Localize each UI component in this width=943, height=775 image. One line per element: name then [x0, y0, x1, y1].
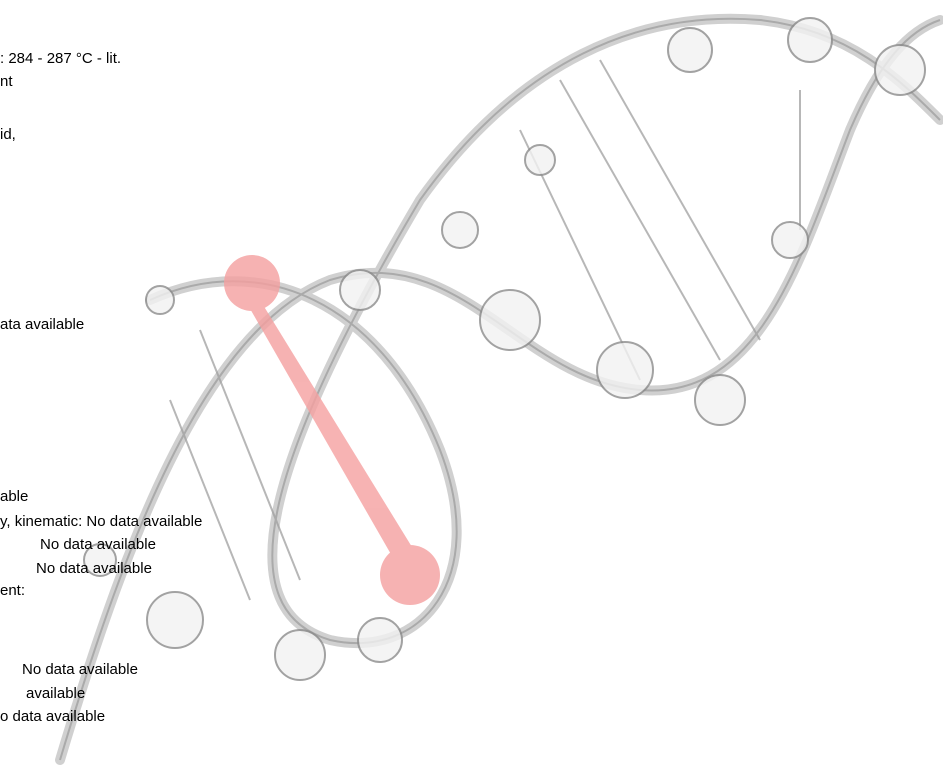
- text-line: id,: [0, 126, 16, 144]
- text-line: available: [26, 685, 85, 703]
- text-line: : 284 - 287 °C - lit.: [0, 50, 121, 68]
- text-line: No data available: [40, 536, 156, 554]
- text-line: No data available: [36, 560, 152, 578]
- text-line: able: [0, 488, 28, 506]
- text-line: ent:: [0, 582, 25, 600]
- page: : 284 - 287 °C - lit. nt id, ata availab…: [0, 0, 943, 775]
- text-line: nt: [0, 73, 13, 91]
- text-line: y, kinematic: No data available: [0, 513, 202, 531]
- text-line: o data available: [0, 708, 105, 726]
- text-line: No data available: [22, 661, 138, 679]
- text-line: ata available: [0, 316, 84, 334]
- dna-illustration: [0, 0, 943, 775]
